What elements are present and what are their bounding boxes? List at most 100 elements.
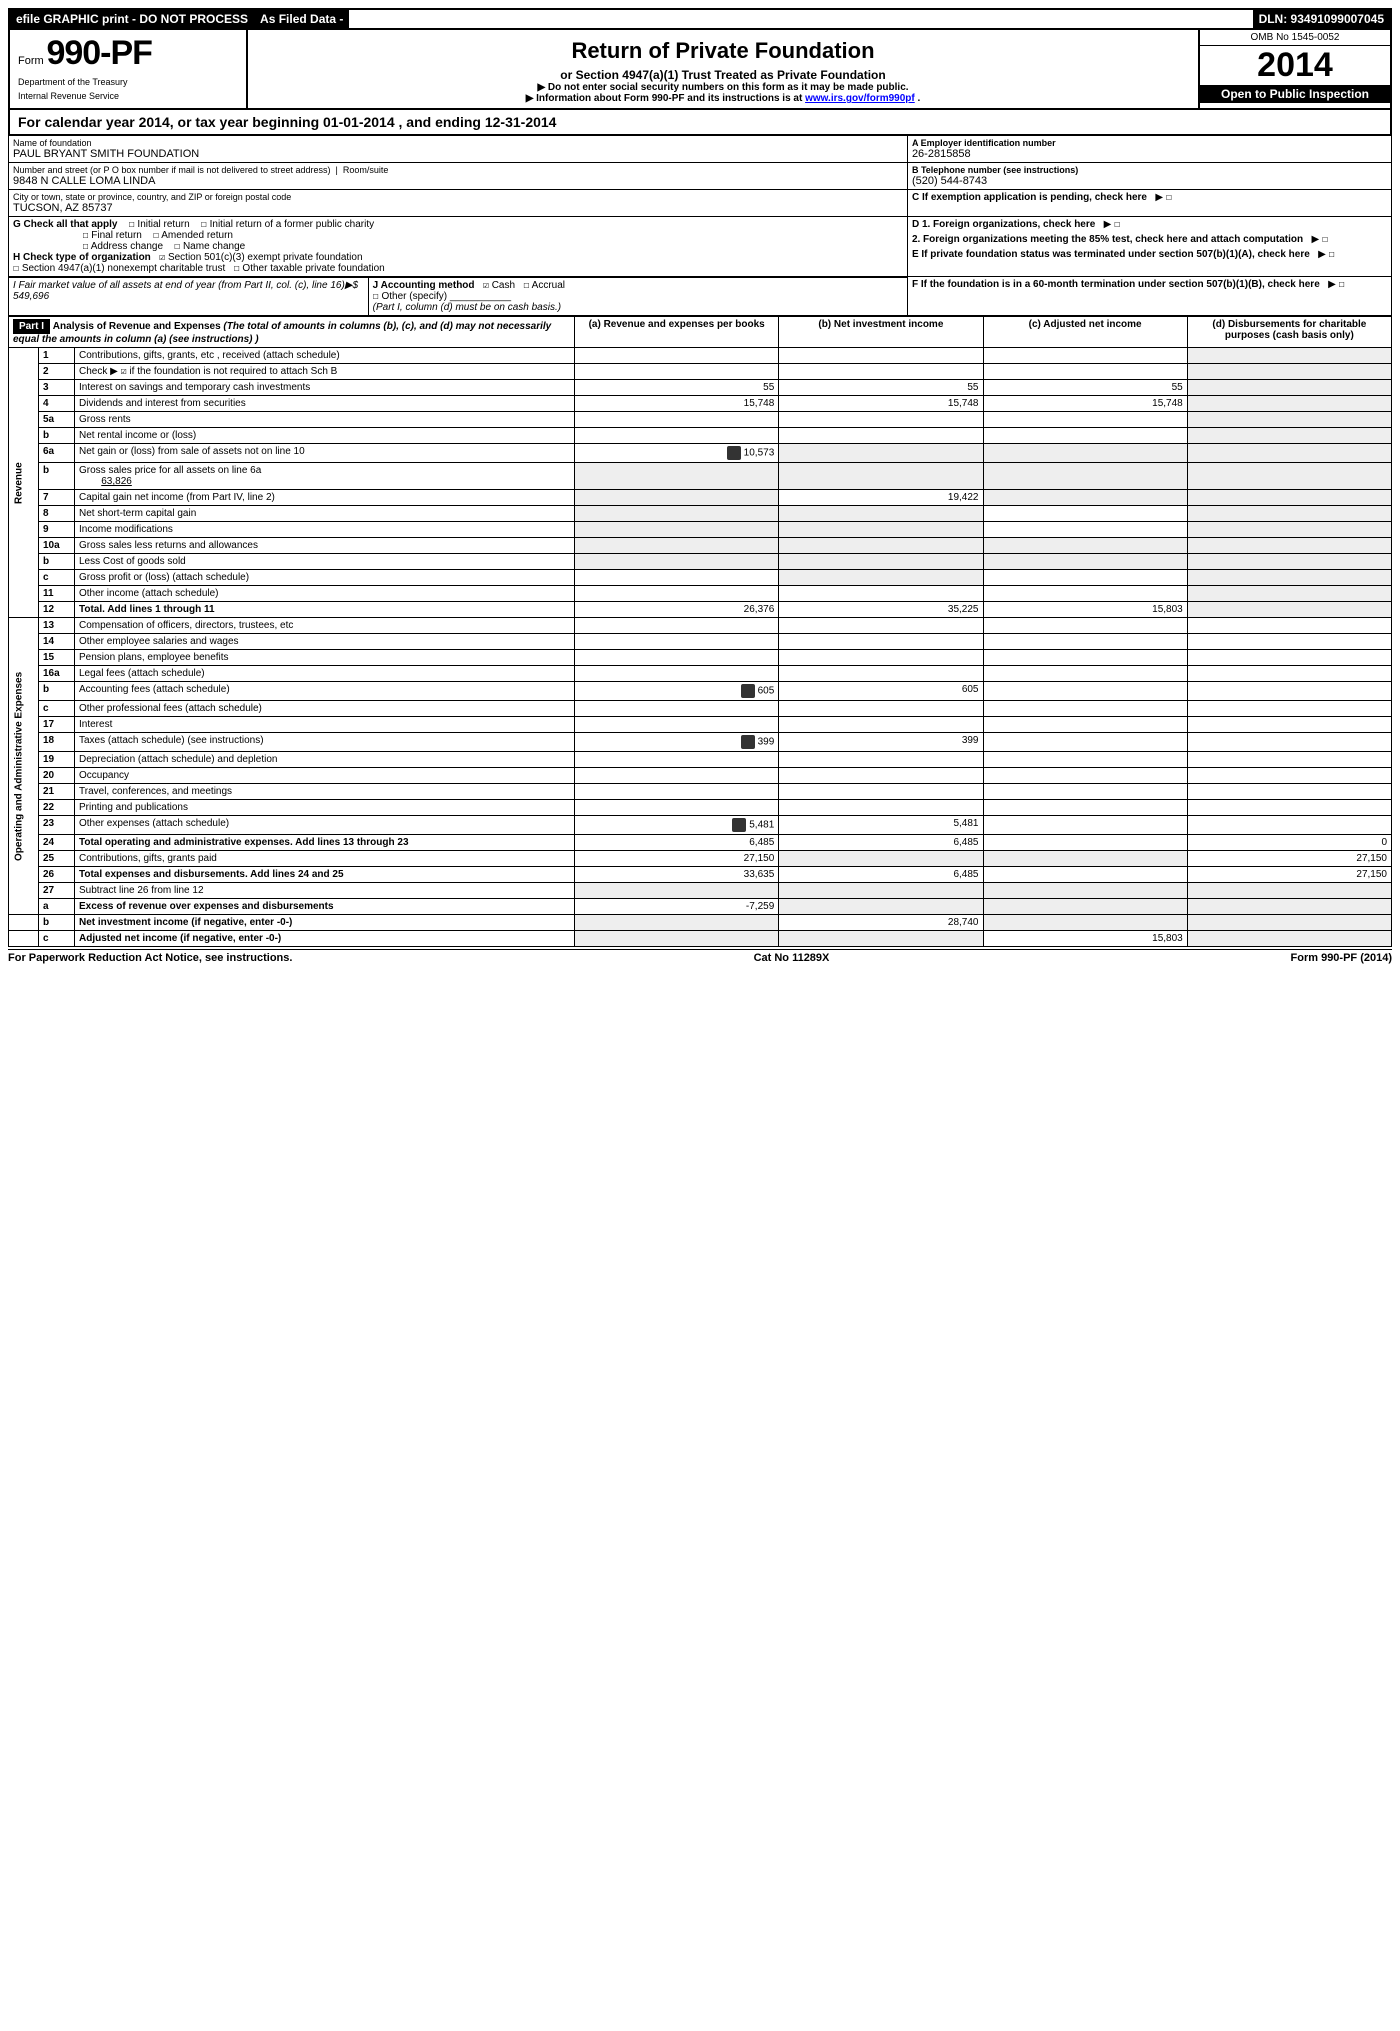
row6b-desc: Gross sales price for all assets on line… — [75, 463, 575, 490]
row6b-pre: Gross sales price for all assets on line… — [79, 465, 261, 476]
attachment-icon[interactable] — [741, 735, 755, 749]
col-c-header: (c) Adjusted net income — [983, 317, 1187, 348]
row8-desc: Net short-term capital gain — [75, 506, 575, 522]
j-cash: Cash — [492, 280, 515, 291]
attachment-icon[interactable] — [741, 684, 755, 698]
g-initial-former: Initial return of a former public charit… — [210, 219, 375, 230]
top-bar: efile GRAPHIC print - DO NOT PROCESS As … — [8, 8, 1392, 30]
f-checkbox[interactable]: ☐ — [1339, 279, 1345, 290]
row25-desc: Contributions, gifts, grants paid — [75, 851, 575, 867]
calendar-year-line: For calendar year 2014, or tax year begi… — [8, 110, 1392, 135]
row12-c: 15,803 — [983, 602, 1187, 618]
address-value: 9848 N CALLE LOMA LINDA — [13, 175, 903, 187]
title-box: Return of Private Foundation or Section … — [248, 30, 1198, 108]
row24-a: 6,485 — [575, 835, 779, 851]
row2-text: if the foundation is not required to att… — [129, 366, 337, 377]
g-addrchange: Address change — [91, 241, 163, 252]
row24-d: 0 — [1187, 835, 1391, 851]
attachment-icon[interactable] — [727, 446, 741, 460]
h-section: H Check type of organization ☑ Section 5… — [13, 252, 903, 274]
j-other-checkbox[interactable]: ☐ — [373, 291, 379, 302]
form-subtitle: or Section 4947(a)(1) Trust Treated as P… — [256, 68, 1190, 82]
h-other-checkbox[interactable]: ☐ — [234, 263, 240, 274]
h-label: H Check type of organization — [13, 252, 151, 263]
j-other: Other (specify) — [381, 291, 447, 302]
row19-desc: Depreciation (attach schedule) and deple… — [75, 752, 575, 768]
c-checkbox[interactable]: ☐ — [1166, 192, 1172, 203]
j-cash-checkbox[interactable]: ☑ — [483, 280, 489, 291]
ein-label: A Employer identification number — [912, 138, 1387, 148]
footer-right: Form 990-PF (2014) — [1291, 952, 1392, 964]
row9-desc: Income modifications — [75, 522, 575, 538]
row12-b: 35,225 — [779, 602, 983, 618]
dept-treasury: Department of the Treasury — [18, 77, 238, 87]
j-accrual: Accrual — [532, 280, 565, 291]
row6a-a: 10,573 — [575, 444, 779, 463]
g-label: G Check all that apply — [13, 219, 117, 230]
row3-a: 55 — [575, 380, 779, 396]
g-amended-checkbox[interactable]: ☐ — [153, 230, 159, 241]
row27c-c: 15,803 — [983, 931, 1187, 947]
row27b-b: 28,740 — [779, 915, 983, 931]
row4-desc: Dividends and interest from securities — [75, 396, 575, 412]
row2-checkbox[interactable]: ☑ — [121, 366, 127, 377]
identification-table: Name of foundation PAUL BRYANT SMITH FOU… — [8, 135, 1392, 316]
row4-c: 15,748 — [983, 396, 1187, 412]
city-label: City or town, state or province, country… — [13, 192, 903, 202]
row24-b: 6,485 — [779, 835, 983, 851]
footer-mid: Cat No 11289X — [754, 952, 830, 964]
row18-desc: Taxes (attach schedule) (see instruction… — [75, 733, 575, 752]
row10b-desc: Less Cost of goods sold — [75, 554, 575, 570]
row23-desc: Other expenses (attach schedule) — [75, 816, 575, 835]
note-info-text: ▶ Information about Form 990-PF and its … — [526, 93, 805, 104]
row18-a: 399 — [575, 733, 779, 752]
g-initial: Initial return — [137, 219, 189, 230]
irs-link[interactable]: www.irs.gov/form990pf — [805, 93, 915, 104]
part1-header: Part I — [13, 319, 50, 334]
row25-d: 27,150 — [1187, 851, 1391, 867]
g-initial-checkbox[interactable]: ☐ — [129, 219, 135, 230]
row3-desc: Interest on savings and temporary cash i… — [75, 380, 575, 396]
h-501c3-checkbox[interactable]: ☑ — [159, 252, 165, 263]
g-addrchange-checkbox[interactable]: ☐ — [82, 241, 88, 252]
row24-desc: Total operating and administrative expen… — [75, 835, 575, 851]
row10c-desc: Gross profit or (loss) (attach schedule) — [75, 570, 575, 586]
row10a-desc: Gross sales less returns and allowances — [75, 538, 575, 554]
row23-a: 5,481 — [575, 816, 779, 835]
row26-b: 6,485 — [779, 867, 983, 883]
row23-b: 5,481 — [779, 816, 983, 835]
j-accrual-checkbox[interactable]: ☐ — [523, 280, 529, 291]
right-box: OMB No 1545-0052 2014 Open to Public Ins… — [1198, 30, 1390, 108]
attachment-icon[interactable] — [732, 818, 746, 832]
row11-desc: Other income (attach schedule) — [75, 586, 575, 602]
g-namechange: Name change — [183, 241, 245, 252]
h-4947-checkbox[interactable]: ☐ — [13, 263, 19, 274]
row26-desc: Total expenses and disbursements. Add li… — [75, 867, 575, 883]
ein-value: 26-2815858 — [912, 148, 1387, 160]
e-checkbox[interactable]: ☐ — [1329, 249, 1335, 260]
row16b-b: 605 — [779, 682, 983, 701]
row24-text: Total operating and administrative expen… — [79, 837, 409, 848]
row27b-desc: Net investment income (if negative, ente… — [75, 915, 575, 931]
e-line: E If private foundation status was termi… — [912, 249, 1387, 260]
col-b-header: (b) Net investment income — [779, 317, 983, 348]
g-initial-former-checkbox[interactable]: ☐ — [201, 219, 207, 230]
d2-line: 2. Foreign organizations meeting the 85%… — [912, 234, 1387, 245]
form-number: 990-PF — [46, 34, 152, 72]
d2-checkbox[interactable]: ☐ — [1322, 234, 1328, 245]
row5a-desc: Gross rents — [75, 412, 575, 428]
g-final-checkbox[interactable]: ☐ — [82, 230, 88, 241]
row27c-text: Adjusted net income (if negative, enter … — [79, 933, 281, 944]
row17-desc: Interest — [75, 717, 575, 733]
row2-desc: Check ▶ ☑ if the foundation is not requi… — [75, 364, 575, 380]
h-other: Other taxable private foundation — [242, 263, 384, 274]
row3-c: 55 — [983, 380, 1187, 396]
row15-desc: Pension plans, employee benefits — [75, 650, 575, 666]
c-label: C If exemption application is pending, c… — [912, 192, 1147, 203]
row6a-desc: Net gain or (loss) from sale of assets n… — [75, 444, 575, 463]
form-prefix: Form — [18, 55, 44, 67]
row27b-text: Net investment income (if negative, ente… — [79, 917, 292, 928]
d1-checkbox[interactable]: ☐ — [1114, 219, 1120, 230]
row16b-a: 605 — [575, 682, 779, 701]
g-namechange-checkbox[interactable]: ☐ — [174, 241, 180, 252]
